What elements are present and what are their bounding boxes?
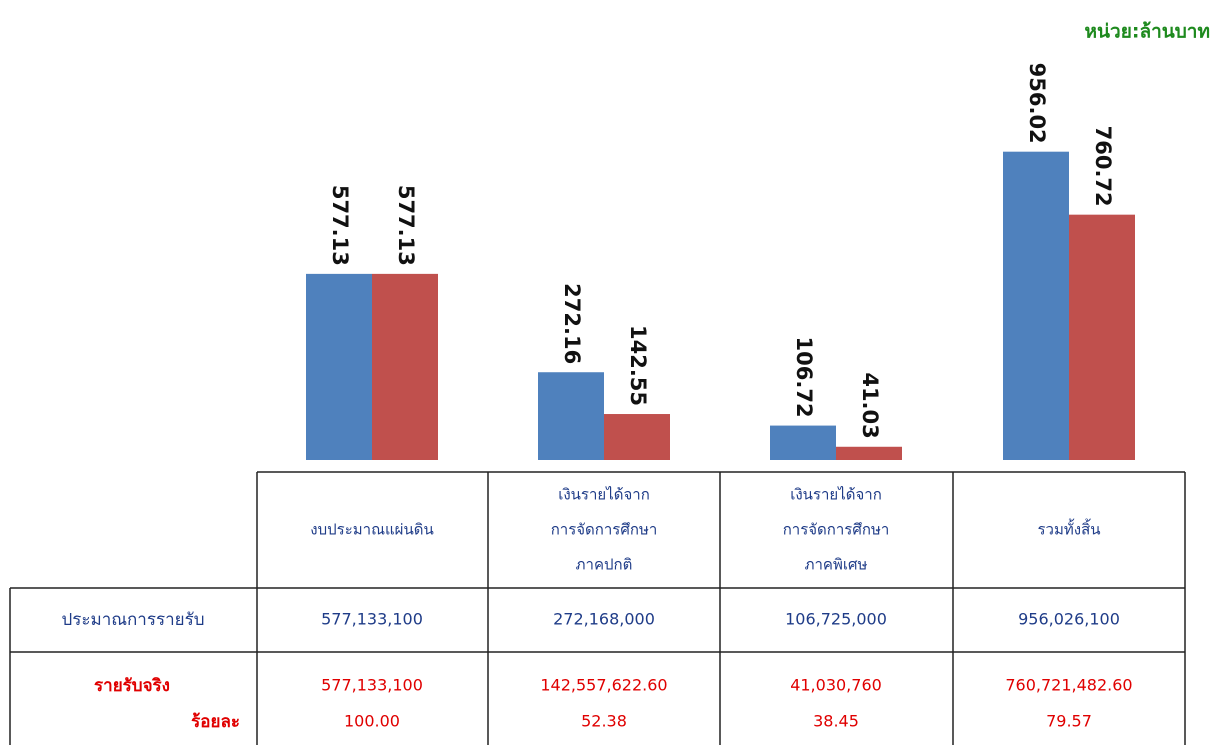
value-label: 577.13 [328, 185, 352, 266]
row-label: ประมาณการรายรับ [61, 610, 204, 630]
value-label: 956.02 [1025, 63, 1049, 144]
table-cell: 79.57 [1046, 712, 1092, 731]
bar [1069, 214, 1135, 460]
bar [306, 273, 372, 460]
value-label: 106.72 [792, 337, 816, 418]
bar [1003, 151, 1069, 461]
bar [770, 425, 836, 460]
row-label: รายรับจริง [94, 676, 170, 696]
category-label: รวมทั้งสิ้น [1038, 519, 1101, 539]
table-cell: 956,026,100 [1018, 610, 1120, 629]
category-label: การจัดการศึกษา [551, 521, 658, 539]
category-label: เงินรายได้จาก [790, 486, 882, 504]
unit-note: หน่วย:ล้านบาท [1085, 21, 1210, 43]
row-label: ร้อยละ [191, 712, 240, 732]
table-grid [9, 471, 1186, 745]
category-label: การจัดการศึกษา [783, 521, 890, 539]
table-cell: 52.38 [581, 712, 627, 731]
table-cell: 272,168,000 [553, 610, 655, 629]
value-label: 41.03 [858, 372, 882, 438]
value-label: 142.55 [626, 325, 650, 406]
value-label: 760.72 [1091, 126, 1115, 207]
bar [836, 446, 902, 460]
bar [604, 414, 670, 460]
table-cell: 100.00 [344, 712, 400, 731]
bar [372, 273, 438, 460]
table-cell: 577,133,100 [321, 610, 423, 629]
category-label: ภาคพิเศษ [805, 556, 868, 574]
category-label: งบประมาณแผ่นดิน [310, 521, 433, 539]
table-cell: 142,557,622.60 [540, 676, 667, 695]
category-label: ภาคปกติ [576, 556, 633, 574]
table-cell: 577,133,100 [321, 676, 423, 695]
value-label: 577.13 [394, 185, 418, 266]
value-label: 272.16 [560, 283, 584, 364]
table-cell: 760,721,482.60 [1005, 676, 1132, 695]
category-label: เงินรายได้จาก [558, 486, 650, 504]
bar [538, 372, 604, 460]
table-cell: 38.45 [813, 712, 859, 731]
table-cell: 41,030,760 [790, 676, 882, 695]
table-cell: 106,725,000 [785, 610, 887, 629]
